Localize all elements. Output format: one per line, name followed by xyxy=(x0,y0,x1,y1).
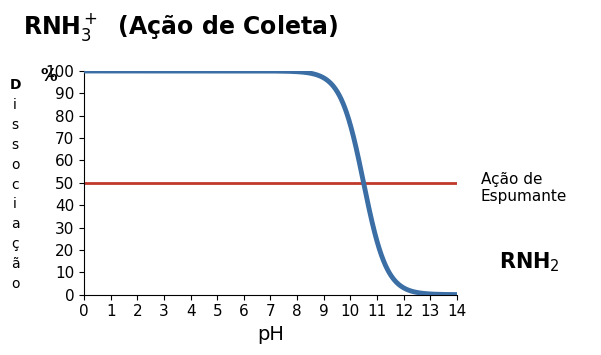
Text: i: i xyxy=(13,98,17,112)
Text: D: D xyxy=(9,78,21,92)
Text: RNH$_2$: RNH$_2$ xyxy=(499,251,560,274)
Text: s: s xyxy=(11,118,19,132)
Text: a: a xyxy=(11,217,19,231)
Text: o: o xyxy=(11,277,19,291)
X-axis label: pH: pH xyxy=(257,325,284,344)
Text: s: s xyxy=(11,138,19,152)
Text: i: i xyxy=(13,197,17,212)
Text: RNH$_3^+$  (Ação de Coleta): RNH$_3^+$ (Ação de Coleta) xyxy=(23,11,338,43)
Text: c: c xyxy=(11,178,19,192)
Text: o: o xyxy=(11,158,19,172)
Text: ã: ã xyxy=(11,257,19,271)
Text: Ação de
Espumante: Ação de Espumante xyxy=(481,172,567,204)
Text: %: % xyxy=(40,67,57,85)
Text: ç: ç xyxy=(11,237,19,251)
